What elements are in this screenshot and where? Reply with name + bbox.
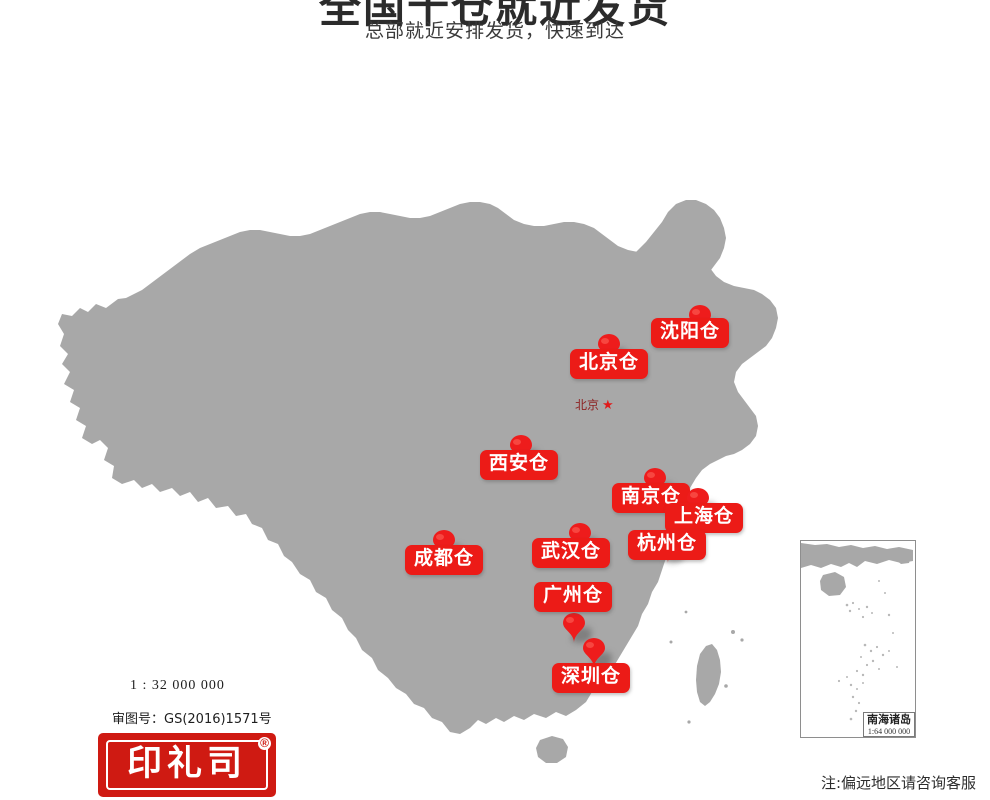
china-map: 北京 ★ 沈阳仓 北京仓 西安仓 南京仓 上海仓 成都仓 武汉仓: [0, 46, 990, 800]
page-title: 全国十仓就近发货: [318, 0, 671, 32]
inset-title: 南海诸岛: [867, 713, 911, 727]
capital-star-icon: ★: [602, 397, 614, 412]
map-scale: 1 : 32 000 000: [130, 678, 225, 693]
inset-scale: 1:64 000 000: [867, 726, 911, 736]
south-china-sea-inset: 南海诸岛 1:64 000 000: [800, 540, 916, 738]
capital-label: 北京: [575, 398, 600, 412]
footer-note: 注:偏远地区请咨询客服: [820, 774, 976, 792]
warehouse-label-shenyang[interactable]: 沈阳仓: [651, 318, 730, 348]
warehouse-label-hangzhou[interactable]: 杭州仓: [628, 530, 707, 560]
warehouse-label-beijing[interactable]: 北京仓: [570, 349, 649, 379]
warehouse-label-chengdu[interactable]: 成都仓: [405, 545, 484, 575]
warehouse-label-guangzhou[interactable]: 广州仓: [534, 582, 613, 612]
seal-text: 印礼司: [126, 743, 247, 784]
warehouse-label-shanghai[interactable]: 上海仓: [665, 503, 744, 533]
capital-marker: 北京 ★: [575, 396, 614, 414]
map-pin-icon: [583, 638, 605, 668]
warehouse-label-shenzhen[interactable]: 深圳仓: [552, 663, 631, 693]
warehouse-label-xian[interactable]: 西安仓: [480, 450, 559, 480]
seal-border: 印礼司: [106, 740, 268, 790]
brand-seal: 印礼司 ®: [98, 733, 276, 797]
warehouse-label-wuhan[interactable]: 武汉仓: [532, 538, 611, 568]
registered-mark-icon: ®: [258, 737, 271, 750]
map-approval-number: 审图号：GS(2016)1571号: [112, 712, 272, 727]
page-subtitle: 总部就近安排发货，快速到达: [364, 20, 625, 42]
inset-label-box: 南海诸岛 1:64 000 000: [863, 712, 915, 737]
page-header: 全国十仓就近发货 总部就近安排发货，快速到达: [0, 0, 990, 46]
map-pin-icon: [563, 613, 585, 643]
inset-map-svg: [801, 543, 913, 721]
